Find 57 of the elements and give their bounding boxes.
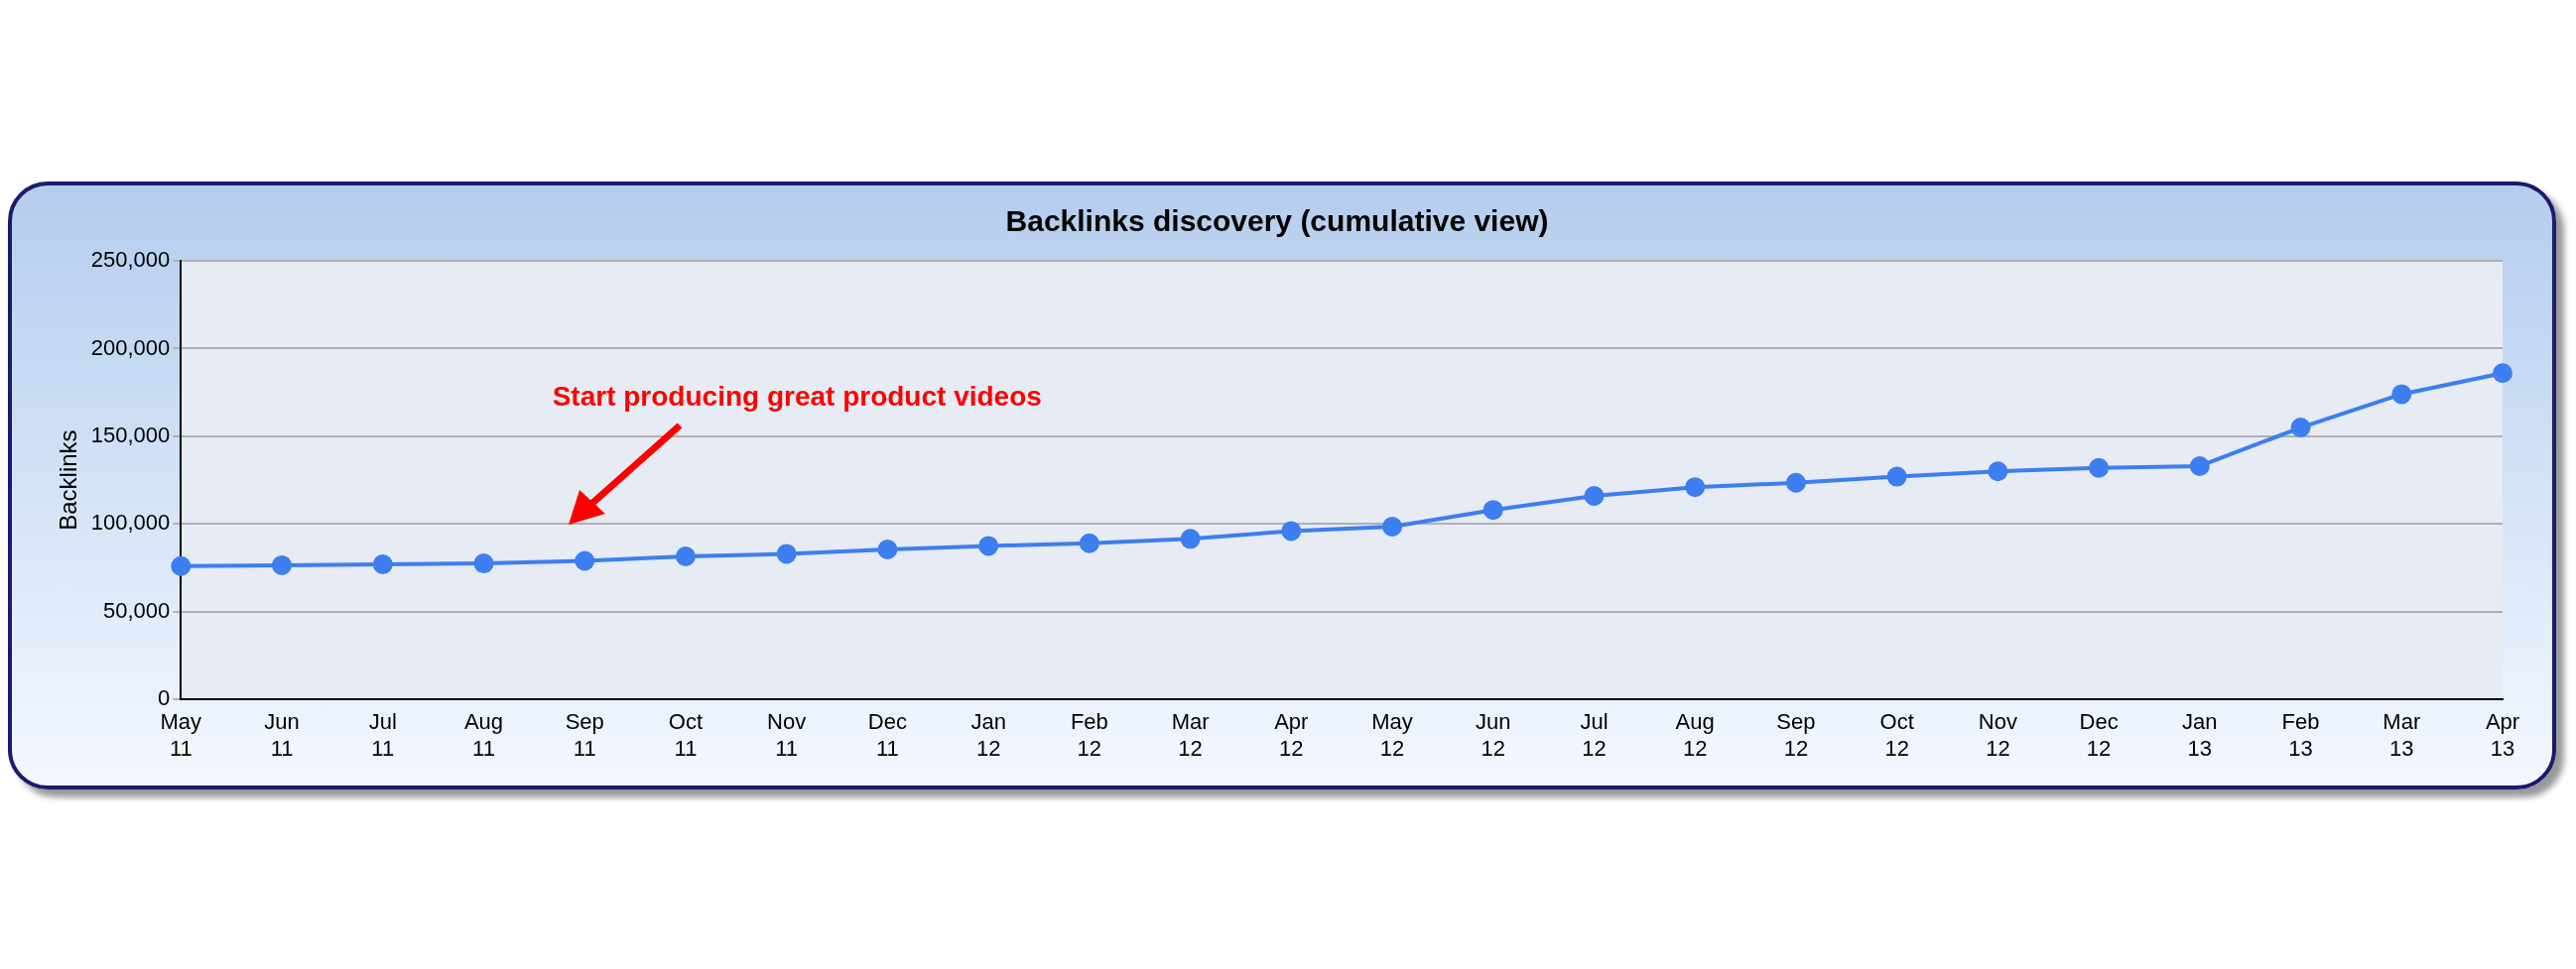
x-tick-label: Feb 12 — [1070, 709, 1108, 761]
x-tick-label: Oct 12 — [1879, 709, 1914, 761]
x-tick-label: May 11 — [160, 709, 202, 761]
x-tick-label: Sep 11 — [565, 709, 604, 761]
x-tick-label: Sep 12 — [1776, 709, 1816, 761]
point — [1180, 529, 1201, 549]
y-tick-label: 100,000 — [90, 510, 171, 536]
x-tick-label: Mar 12 — [1171, 709, 1210, 761]
x-tick-label: Dec 12 — [2079, 709, 2119, 761]
x-tick-label: Jan 13 — [2182, 709, 2218, 761]
point — [1482, 500, 1503, 521]
point — [1382, 516, 1403, 537]
y-tick-label: 150,000 — [90, 422, 171, 447]
x-tick-label: Aug 12 — [1675, 709, 1715, 761]
point — [1685, 477, 1706, 498]
x-tick-label: Jul 12 — [1580, 709, 1609, 761]
point — [2189, 455, 2210, 476]
x-tick-label: Apr 12 — [1274, 709, 1309, 761]
point — [978, 536, 999, 556]
point — [2493, 363, 2512, 384]
chart-title: Backlinks discovery (cumulative view) — [1005, 204, 1549, 238]
y-axis-title: Backlinks — [55, 429, 82, 531]
point — [272, 554, 293, 575]
x-tick-label: Jun 12 — [1476, 709, 1511, 761]
point — [675, 546, 696, 567]
point — [372, 554, 393, 574]
point — [776, 544, 797, 564]
y-tick-label: 50,000 — [103, 597, 171, 623]
x-tick-label: Dec 11 — [867, 709, 907, 761]
x-tick-label: Nov 12 — [1978, 709, 2017, 761]
x-tick-label: Nov 11 — [767, 709, 807, 761]
y-tick-label: 250,000 — [90, 247, 171, 273]
x-tick-label: Jan 12 — [970, 709, 1006, 761]
x-tick-label: Feb 13 — [2281, 709, 2320, 761]
point — [575, 550, 595, 571]
point — [2290, 418, 2311, 438]
point — [1988, 461, 2008, 482]
point — [877, 539, 898, 559]
x-tick-label: Aug 11 — [463, 709, 504, 761]
x-tick-label: Jun 11 — [264, 709, 300, 761]
point — [2089, 457, 2110, 478]
point — [2391, 384, 2412, 405]
y-tick-label: 0 — [158, 685, 171, 711]
point — [171, 555, 192, 576]
x-tick-label: Jul 11 — [368, 709, 397, 761]
annotation: Start producing great product videos — [552, 380, 1042, 412]
point — [1584, 486, 1605, 507]
x-tick-label: Mar 13 — [2383, 709, 2421, 761]
point — [1886, 466, 1907, 487]
point — [473, 553, 494, 574]
x-tick-label: Apr 13 — [2485, 709, 2520, 761]
point — [1281, 521, 1302, 542]
point — [1785, 472, 1806, 493]
x-tick-label: May 12 — [1371, 709, 1413, 761]
point — [1079, 533, 1099, 553]
y-tick-label: 200,000 — [90, 334, 171, 360]
x-tick-label: Oct 11 — [668, 709, 704, 761]
